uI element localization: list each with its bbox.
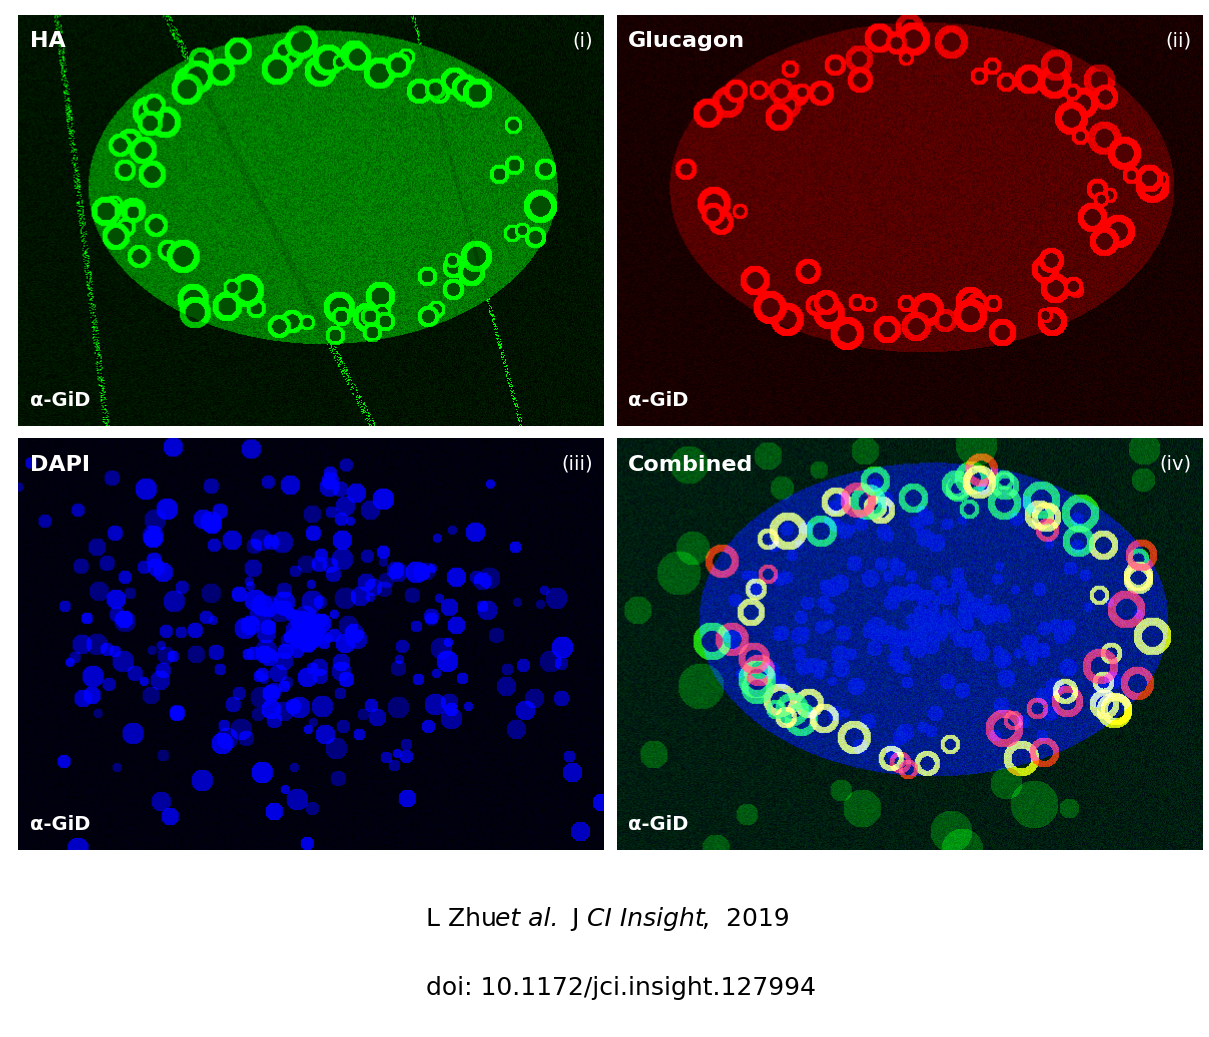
Text: (i): (i) [572,31,592,50]
Text: Glucagon: Glucagon [629,31,746,51]
Text: J: J [565,907,580,931]
Text: CI Insight: CI Insight [588,907,705,931]
Text: Combined: Combined [629,454,753,475]
Text: L Zhu: L Zhu [427,907,505,931]
Text: (iii): (iii) [561,454,592,474]
Text: α-GiD: α-GiD [30,815,91,834]
Text: α-GiD: α-GiD [30,391,91,411]
Text: et al.: et al. [496,907,559,931]
Text: (ii): (ii) [1165,31,1191,50]
Text: α-GiD: α-GiD [629,391,689,411]
Text: HA: HA [30,31,65,51]
Text: DAPI: DAPI [30,454,89,475]
Text: α-GiD: α-GiD [629,815,689,834]
Text: (iv): (iv) [1159,454,1191,474]
Text: doi: 10.1172/jci.insight.127994: doi: 10.1172/jci.insight.127994 [427,976,816,1000]
Text: ,  2019: , 2019 [702,907,789,931]
